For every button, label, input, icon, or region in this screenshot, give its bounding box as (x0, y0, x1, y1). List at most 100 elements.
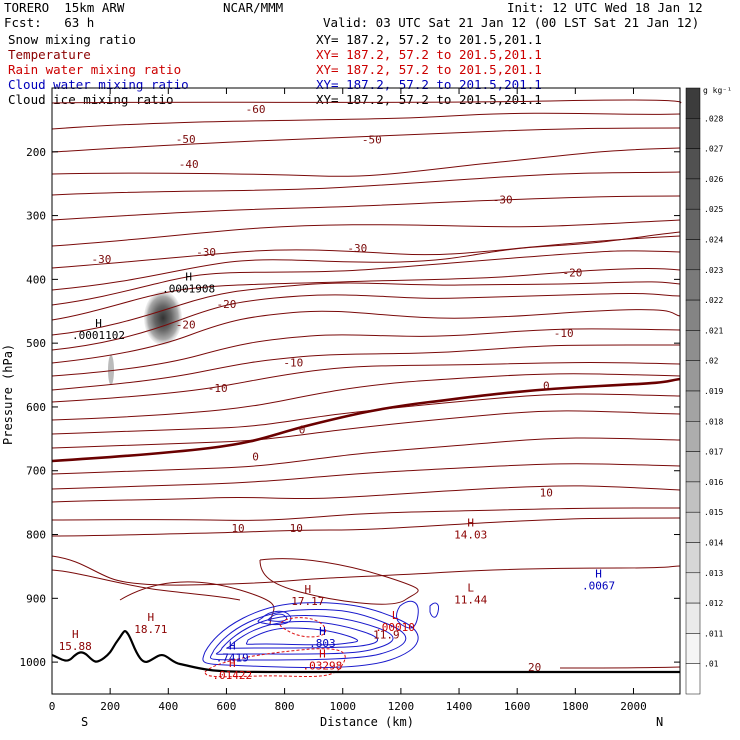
y-tick-label: 1000 (20, 656, 47, 669)
y-tick-label: 800 (26, 529, 46, 542)
extremum-value: .00010 (375, 621, 415, 634)
colorbar: .028 .027 .026 .025 .024 .023 .022 .021 .02 .019.… (685, 87, 723, 695)
extremum-mark: L (392, 609, 399, 622)
extremum-value: .803 (309, 637, 336, 650)
y-tick-label: 900 (26, 592, 46, 605)
axis-end-left: S (81, 715, 88, 729)
temperature-contour-label: -20 (562, 266, 582, 279)
temperature-labels: -60 -50 -50 -40 -30 -30 -30 -30 -20 -20 -20 -10 -10 -… (91, 103, 582, 674)
colorbar-level-label: .017 (704, 448, 723, 457)
colorbar-swatch (685, 87, 701, 119)
header-center: NCAR/MMM (223, 0, 284, 15)
colorbar-level-label: .026 (704, 175, 723, 184)
colorbar-level-label: .021 (704, 326, 723, 335)
colorbar-level-label: .015 (704, 508, 723, 517)
temperature-contour-label: -30 (493, 194, 513, 207)
x-tick-label: 1600 (504, 700, 531, 713)
temperature-contour-label: -30 (91, 253, 111, 266)
colorbar-swatch (685, 148, 701, 180)
temperature-contour-label: -20 (176, 319, 196, 332)
y-tick-label: 500 (26, 337, 46, 350)
temperature-contour-label: -10 (208, 382, 228, 395)
y-tick-label: 600 (26, 401, 46, 414)
colorbar-level-label: .024 (704, 236, 723, 245)
extrema-labels: H.0001908H.0001102H14.03H17.17L11.44H.00… (59, 270, 615, 682)
field-xy-snow: XY= 187.2, 57.2 to 201.5,201.1 (316, 32, 542, 47)
colorbar-swatch (685, 178, 701, 210)
header-fcst: Fcst: 63 h (4, 15, 95, 30)
x-tick-label: 400 (158, 700, 178, 713)
cloud-water-contours (202, 600, 439, 669)
temperature-contours (51, 99, 682, 626)
header-init: Init: 12 UTC Wed 18 Jan 12 (507, 0, 703, 15)
header-model: TORERO 15km ARW (4, 0, 125, 15)
temperature-contour-label: -10 (554, 327, 574, 340)
colorbar-level-label: .023 (704, 266, 723, 275)
x-tick-label: 0 (49, 700, 56, 713)
colorbar-level-label: .022 (704, 296, 723, 305)
x-tick-label: 1400 (446, 700, 473, 713)
colorbar-swatch (685, 451, 701, 483)
field-label-rain: Rain water mixing ratio (8, 62, 182, 77)
temperature-contour-label: -50 (176, 133, 196, 146)
temperature-contour-label: -20 (217, 298, 237, 311)
extremum-mark: H (72, 628, 79, 641)
y-tick-label: 400 (26, 273, 46, 286)
extremum-value: .0001102 (72, 329, 125, 342)
colorbar-level-label: .016 (704, 478, 723, 487)
colorbar-swatch (685, 633, 701, 664)
field-label-temperature: Temperature (8, 47, 91, 62)
y-tick-label: 700 (26, 465, 46, 478)
x-tick-label: 200 (100, 700, 120, 713)
extremum-value: .7419 (216, 652, 249, 665)
extremum-value: .0067 (582, 580, 615, 593)
temperature-contour-label: -30 (196, 246, 216, 259)
temperature-contour-label: 0 (252, 451, 259, 464)
x-axis-title: Distance (km) (320, 715, 414, 729)
terrain-line (51, 630, 680, 674)
x-tick-label: 1000 (329, 700, 356, 713)
x-tick-label: 800 (275, 700, 295, 713)
extremum-mark: H (185, 270, 192, 283)
snow-secondary-shading (108, 355, 114, 385)
twenty-degree-contour (559, 666, 681, 669)
temperature-contour-label: 10 (540, 486, 553, 499)
extremum-mark: H (229, 640, 236, 653)
colorbar-level-label: .018 (704, 417, 723, 426)
field-xy-temperature: XY= 187.2, 57.2 to 201.5,201.1 (316, 47, 542, 62)
extremum-mark: H (229, 657, 236, 670)
x-tick-label: 600 (217, 700, 237, 713)
colorbar-swatch (685, 208, 701, 240)
x-tick-label: 1800 (562, 700, 589, 713)
colorbar-swatch (685, 421, 701, 452)
extremum-mark: L (467, 582, 474, 595)
x-tick-label: 2000 (620, 700, 647, 713)
temperature-contour-label: 10 (290, 522, 303, 535)
colorbar-swatch (685, 542, 701, 574)
extremum-value: 14.03 (454, 529, 487, 542)
extremum-value: 17.17 (291, 595, 324, 608)
colorbar-swatch (685, 239, 701, 271)
rain-water-contours (204, 617, 346, 678)
colorbar-level-label: .012 (704, 599, 723, 608)
x-tick-label: 1200 (388, 700, 415, 713)
extremum-mark: H (595, 568, 602, 581)
colorbar-swatch (685, 118, 701, 149)
extremum-value: 11.44 (454, 594, 487, 607)
extremum-value: .01422 (212, 669, 252, 682)
plot-frame (51, 87, 681, 695)
axis-end-right: N (656, 715, 663, 729)
colorbar-swatch (685, 572, 701, 604)
colorbar-swatch (685, 481, 701, 513)
colorbar-swatch (685, 390, 701, 422)
field-xy-rain: XY= 187.2, 57.2 to 201.5,201.1 (316, 62, 542, 77)
colorbar-level-label: .01 (704, 660, 719, 669)
temperature-contour-label: -30 (347, 242, 367, 255)
y-tick-label: 200 (26, 146, 46, 159)
zero-degree-contour (51, 377, 681, 463)
colorbar-level-label: .028 (704, 114, 723, 123)
extremum-mark: H (319, 625, 326, 638)
temperature-contour-label: -60 (246, 103, 266, 116)
colorbar-swatch (685, 330, 701, 361)
field-label-snow: Snow mixing ratio (8, 32, 136, 47)
